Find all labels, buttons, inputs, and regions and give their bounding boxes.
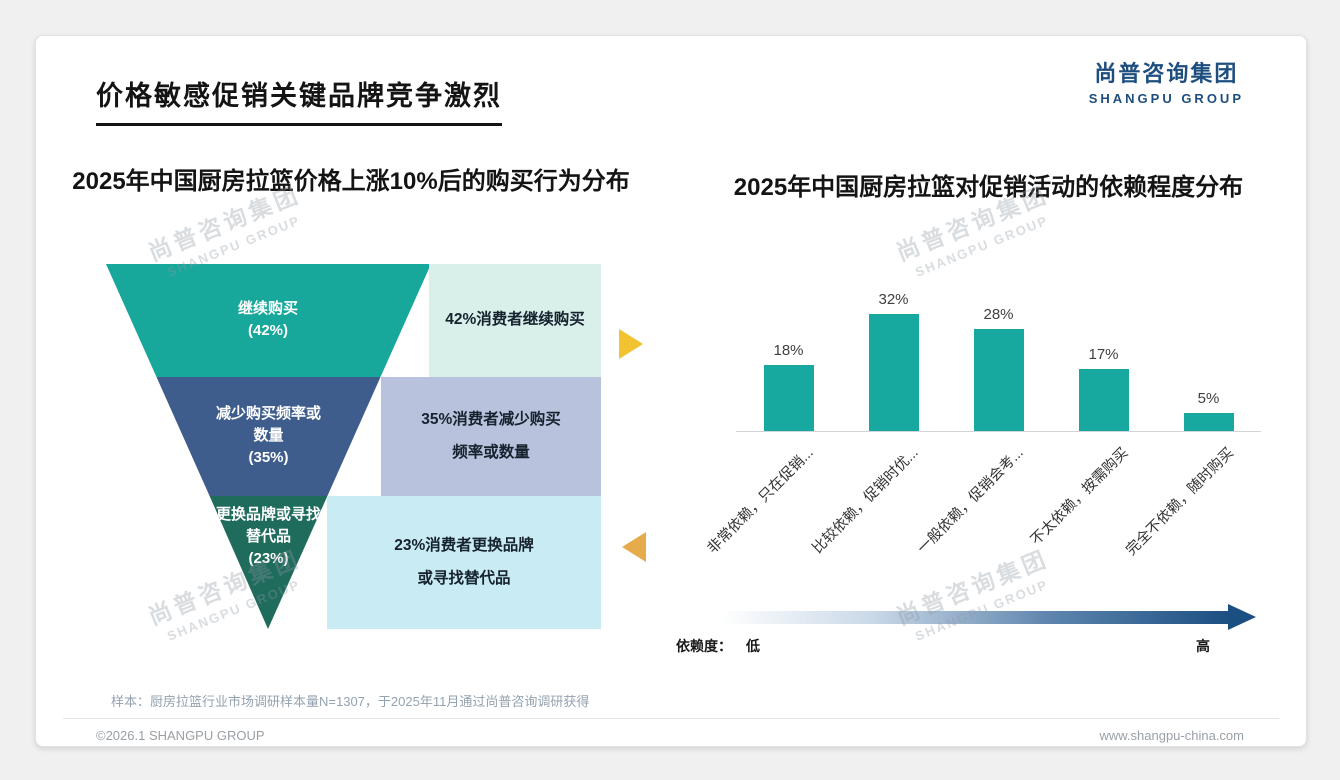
bar-column: 5% — [1156, 291, 1261, 431]
gradient-arrow-head-icon — [1228, 604, 1256, 630]
footer-divider — [63, 718, 1279, 719]
bar-column: 28% — [946, 291, 1051, 431]
bar-chart-x-labels: 非常依赖，只在促销... 比较依赖，促销时优... 一般依赖，促销会考... 不太依赖… — [704, 434, 1261, 609]
funnel-chart: 继续购买 (42%) 减少购买频率或数量 (35%) 更换品牌或寻找替代品 (2… — [56, 254, 656, 644]
bar-value-label: 5% — [1197, 390, 1220, 407]
funnel-segment-continue — [106, 264, 431, 377]
segment-pct-text: (42%) — [247, 321, 288, 339]
funnel-segment-label-3: 更换品牌或寻找替代品 (23%) — [212, 504, 325, 569]
bar — [1183, 413, 1234, 431]
company-logo: 尚普咨询集团 SHANGPU GROUP — [1089, 56, 1244, 106]
bar-value-label: 17% — [1088, 346, 1119, 363]
bar-chart-title: 2025年中国厨房拉篮对促销活动的依赖程度分布 — [733, 174, 1244, 201]
funnel-note-box-2: 35%消费者减少购买频率或数量 — [381, 377, 601, 496]
segment-label-text: 更换品牌或寻找替代品 — [215, 506, 321, 545]
dependence-gradient-arrow — [721, 604, 1261, 630]
segment-label-text: 继续购买 — [237, 300, 298, 317]
x-axis-label: 完全不依赖，随时购买 — [1122, 444, 1237, 559]
x-axis-label: 比较依赖，促销时优... — [809, 444, 922, 557]
page-title: 价格敏感促销关键品牌竞争激烈 — [96, 74, 502, 126]
funnel-note-box-3: 23%消费者更换品牌或寻找替代品 — [327, 496, 601, 629]
funnel-segment-switch — [209, 496, 328, 629]
arrow-left-icon — [622, 532, 646, 562]
note-text: 42%消费者继续购买 — [445, 311, 585, 329]
note-text: 35%消费者减少购买频率或数量 — [421, 410, 561, 461]
bar-value-label: 28% — [983, 306, 1014, 323]
bar-column: 17% — [1051, 291, 1156, 431]
funnel-note-box-1: 42%消费者继续购买 — [429, 264, 601, 377]
logo-cn-text: 尚普咨询集团 — [1094, 61, 1239, 86]
slide-content: 价格敏感促销关键品牌竞争激烈 尚普咨询集团 SHANGPU GROUP 2025… — [36, 36, 1306, 746]
segment-pct-text: (23%) — [248, 549, 289, 567]
sample-note: 样本：厨房拉篮行业市场调研样本量N=1307，于2025年11月通过尚普咨询调研… — [111, 694, 590, 709]
bar — [868, 314, 919, 431]
segment-pct-text: (35%) — [248, 448, 289, 466]
funnel-segment-reduce — [156, 377, 381, 496]
dependence-label: 依赖度： — [676, 638, 732, 654]
bar-value-label: 32% — [878, 291, 909, 308]
x-axis-label: 非常依赖，只在促销... — [704, 444, 817, 557]
bar — [973, 329, 1024, 431]
segment-label-text: 减少购买频率或数量 — [215, 405, 321, 444]
bar-column: 18% — [736, 291, 841, 431]
bar-chart-plot: 18% 32% 28% 17% 5% — [736, 291, 1261, 432]
dependence-axis-note: 依赖度： 低 高 — [676, 636, 1248, 656]
note-text: 23%消费者更换品牌或寻找替代品 — [394, 536, 534, 587]
bar-column: 32% — [841, 291, 946, 431]
x-axis-label: 不太依赖，按需购买 — [1028, 444, 1132, 549]
funnel-segment-label-1: 继续购买 (42%) — [188, 298, 348, 342]
website-text: www.shangpu-china.com — [1099, 728, 1244, 743]
funnel-svg — [106, 264, 431, 629]
arrow-right-icon — [619, 329, 643, 359]
gradient-arrow-shaft — [721, 611, 1229, 624]
bar — [1078, 369, 1129, 431]
bar — [763, 365, 814, 431]
dependence-low-label: 低 — [746, 638, 760, 654]
copyright-text: ©2026.1 SHANGPU GROUP — [96, 728, 265, 743]
dependence-high-label: 高 — [1196, 638, 1210, 654]
slide-card: 尚普咨询集团 SHANGPU GROUP 尚普咨询集团 SHANGPU GROUP 尚普… — [35, 35, 1307, 747]
logo-en-text: SHANGPU GROUP — [1088, 91, 1244, 106]
x-axis-label: 一般依赖，促销会考... — [914, 444, 1027, 557]
bar-value-label: 18% — [773, 342, 804, 359]
funnel-segment-label-2: 减少购买频率或数量 (35%) — [212, 403, 325, 468]
funnel-chart-title: 2025年中国厨房拉篮价格上涨10%后的购买行为分布 — [72, 168, 630, 195]
